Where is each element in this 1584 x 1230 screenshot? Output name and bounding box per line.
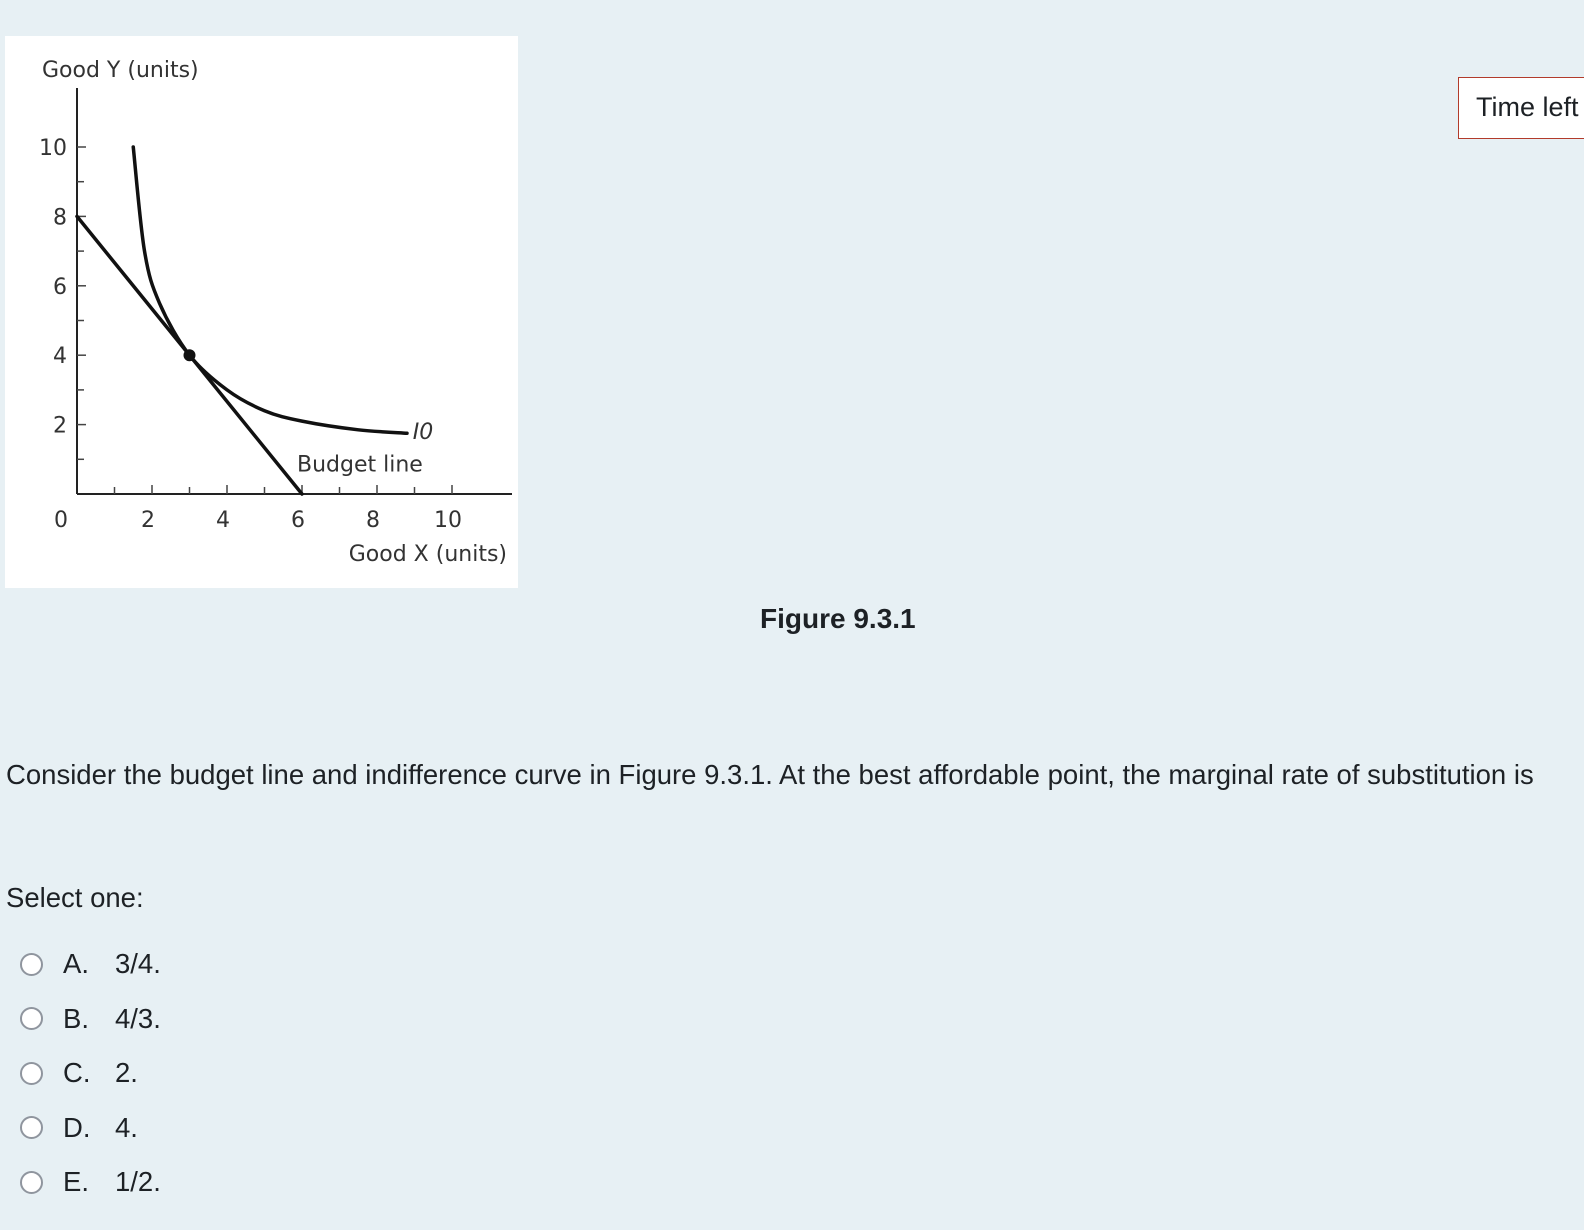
x-tick-label: 4 — [216, 508, 230, 533]
figure-caption: Figure 9.3.1 — [760, 603, 916, 634]
option-letter: E. — [63, 1166, 89, 1198]
time-left-label: Time left — [1476, 92, 1579, 122]
question-text: Consider the budget line and indifferenc… — [6, 759, 1534, 790]
answer-options: A. 3/4. B. 4/3. C. 2. D. 4. E. 1/2. — [20, 937, 161, 1210]
option-text: 2. — [115, 1057, 138, 1089]
option-a[interactable]: A. 3/4. — [20, 937, 161, 992]
indifference-curve-label: I0 — [413, 420, 434, 445]
x-tick-label: 8 — [366, 508, 380, 533]
budget-line-label: Budget line — [297, 452, 423, 477]
radio-button[interactable] — [20, 1061, 43, 1085]
chart-series: Budget line I0 — [75, 145, 434, 496]
x-axis-label: Good X (units) — [349, 542, 507, 567]
option-c[interactable]: C. 2. — [20, 1046, 161, 1101]
y-tick-label: 8 — [53, 205, 67, 230]
option-letter: C. — [63, 1057, 91, 1089]
budget-indifference-chart: Good Y (units) Good X (units) 0 2 4 6 8 10 2 4 6… — [39, 58, 512, 567]
option-letter: B. — [63, 1002, 89, 1034]
time-left-box: Time left — [1458, 77, 1584, 139]
y-tick-label: 6 — [53, 275, 67, 300]
chart-ticks: 0 2 4 6 8 10 2 4 6 8 10 — [39, 136, 462, 533]
y-tick-label: 4 — [53, 344, 67, 369]
option-text: 4/3. — [115, 1002, 161, 1034]
chart-axes — [76, 88, 512, 495]
figure-image: Good Y (units) Good X (units) 0 2 4 6 8 10 2 4 6… — [5, 36, 518, 588]
x-tick-label: 10 — [434, 508, 462, 533]
option-letter: A. — [63, 948, 89, 980]
y-tick-label: 2 — [53, 414, 67, 439]
y-axis-label: Good Y (units) — [42, 58, 199, 83]
option-b[interactable]: B. 4/3. — [20, 992, 161, 1047]
x-tick-label: 2 — [141, 508, 155, 533]
radio-button[interactable] — [20, 1116, 43, 1140]
select-one-prompt: Select one: — [6, 882, 144, 913]
radio-button[interactable] — [20, 1007, 43, 1031]
option-text: 4. — [115, 1111, 138, 1143]
indifference-curve — [131, 145, 409, 436]
option-text: 1/2. — [115, 1166, 161, 1198]
radio-button[interactable] — [20, 952, 43, 976]
x-tick-label: 6 — [291, 508, 305, 533]
option-text: 3/4. — [115, 948, 161, 980]
option-d[interactable]: D. 4. — [20, 1101, 161, 1156]
option-e[interactable]: E. 1/2. — [20, 1155, 161, 1210]
x-tick-label: 0 — [54, 508, 68, 533]
best-affordable-point — [183, 349, 196, 362]
radio-button[interactable] — [20, 1170, 43, 1194]
y-tick-label: 10 — [39, 136, 67, 161]
option-letter: D. — [63, 1111, 91, 1143]
